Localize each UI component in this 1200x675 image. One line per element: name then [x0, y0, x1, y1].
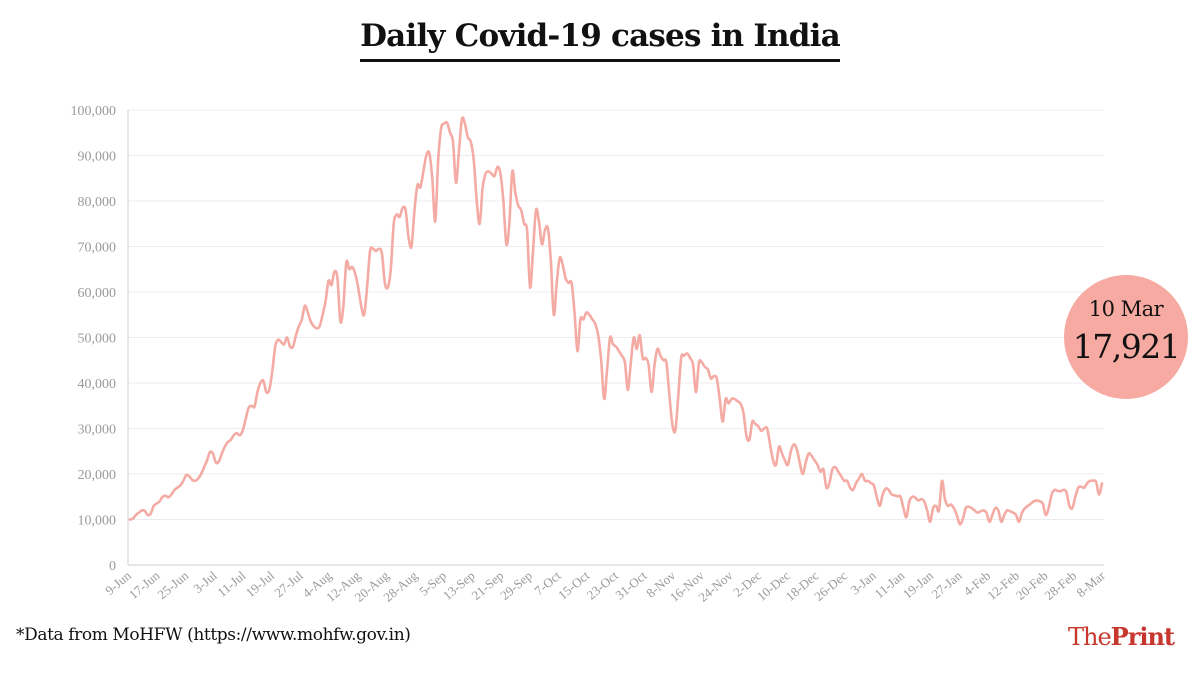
y-tick-label: 90,000	[78, 150, 117, 165]
x-tick-label: 31-Oct	[612, 568, 650, 603]
y-tick-label: 50,000	[78, 332, 117, 347]
x-tick-label: 27-Jul	[271, 568, 306, 601]
title-wrap: Daily Covid-19 cases in India	[0, 18, 1200, 62]
series-line-daily-cases	[128, 116, 1104, 526]
y-tick-label: 20,000	[78, 468, 117, 483]
x-tick-label: 12-Feb	[984, 568, 1022, 603]
x-tick-label: 20-Feb	[1013, 568, 1051, 603]
y-tick-label: 10,000	[78, 514, 117, 529]
y-tick-label: 80,000	[78, 195, 117, 210]
x-tick-label: 17-Jun	[126, 567, 163, 602]
theprint-logo: ThePrint	[1067, 622, 1175, 651]
y-tick-label: 30,000	[78, 423, 117, 438]
x-tick-label: 15-Oct	[555, 568, 593, 603]
y-axis-ticks: 0 10,000 20,000 30,000 40,000 50,000 60,000 70,…	[71, 104, 117, 574]
x-tick-label: 29-Sep	[497, 568, 535, 603]
y-tick-label: 0	[109, 559, 116, 574]
y-tick-label: 100,000	[71, 104, 117, 119]
y-tick-label: 70,000	[78, 241, 117, 256]
y-tick-label: 60,000	[78, 286, 117, 301]
source-note: *Data from MoHFW (https://www.mohfw.gov.…	[16, 625, 411, 645]
x-tick-label: 21-Sep	[468, 568, 506, 603]
logo-part-the: The	[1067, 623, 1112, 651]
x-tick-label: 19-Jul	[243, 568, 278, 601]
logo-part-print: Print	[1110, 622, 1175, 651]
x-tick-label: 28-Feb	[1041, 568, 1079, 603]
x-tick-label: 8-Mar	[1073, 567, 1108, 600]
latest-value-callout: 10 Mar 17,921	[1064, 275, 1188, 399]
y-tick-label: 40,000	[78, 377, 117, 392]
x-tick-label: 19-Jan	[900, 567, 937, 601]
x-tick-label: 13-Sep	[440, 568, 478, 603]
gridlines	[128, 109, 1104, 520]
x-tick-label: 3-Jul	[190, 568, 220, 596]
x-tick-label: 27-Jan	[928, 567, 965, 601]
callout-value: 17,921	[1072, 327, 1181, 366]
callout-date: 10 Mar	[1088, 297, 1164, 321]
x-tick-label: 25-Jun	[154, 567, 191, 602]
x-tick-label: 11-Jul	[214, 568, 248, 600]
x-tick-label: 23-Oct	[584, 568, 622, 603]
x-tick-label: 11-Jan	[872, 567, 908, 601]
x-tick-label: 26-Dec	[811, 568, 850, 604]
chart-title: Daily Covid-19 cases in India	[360, 18, 841, 62]
